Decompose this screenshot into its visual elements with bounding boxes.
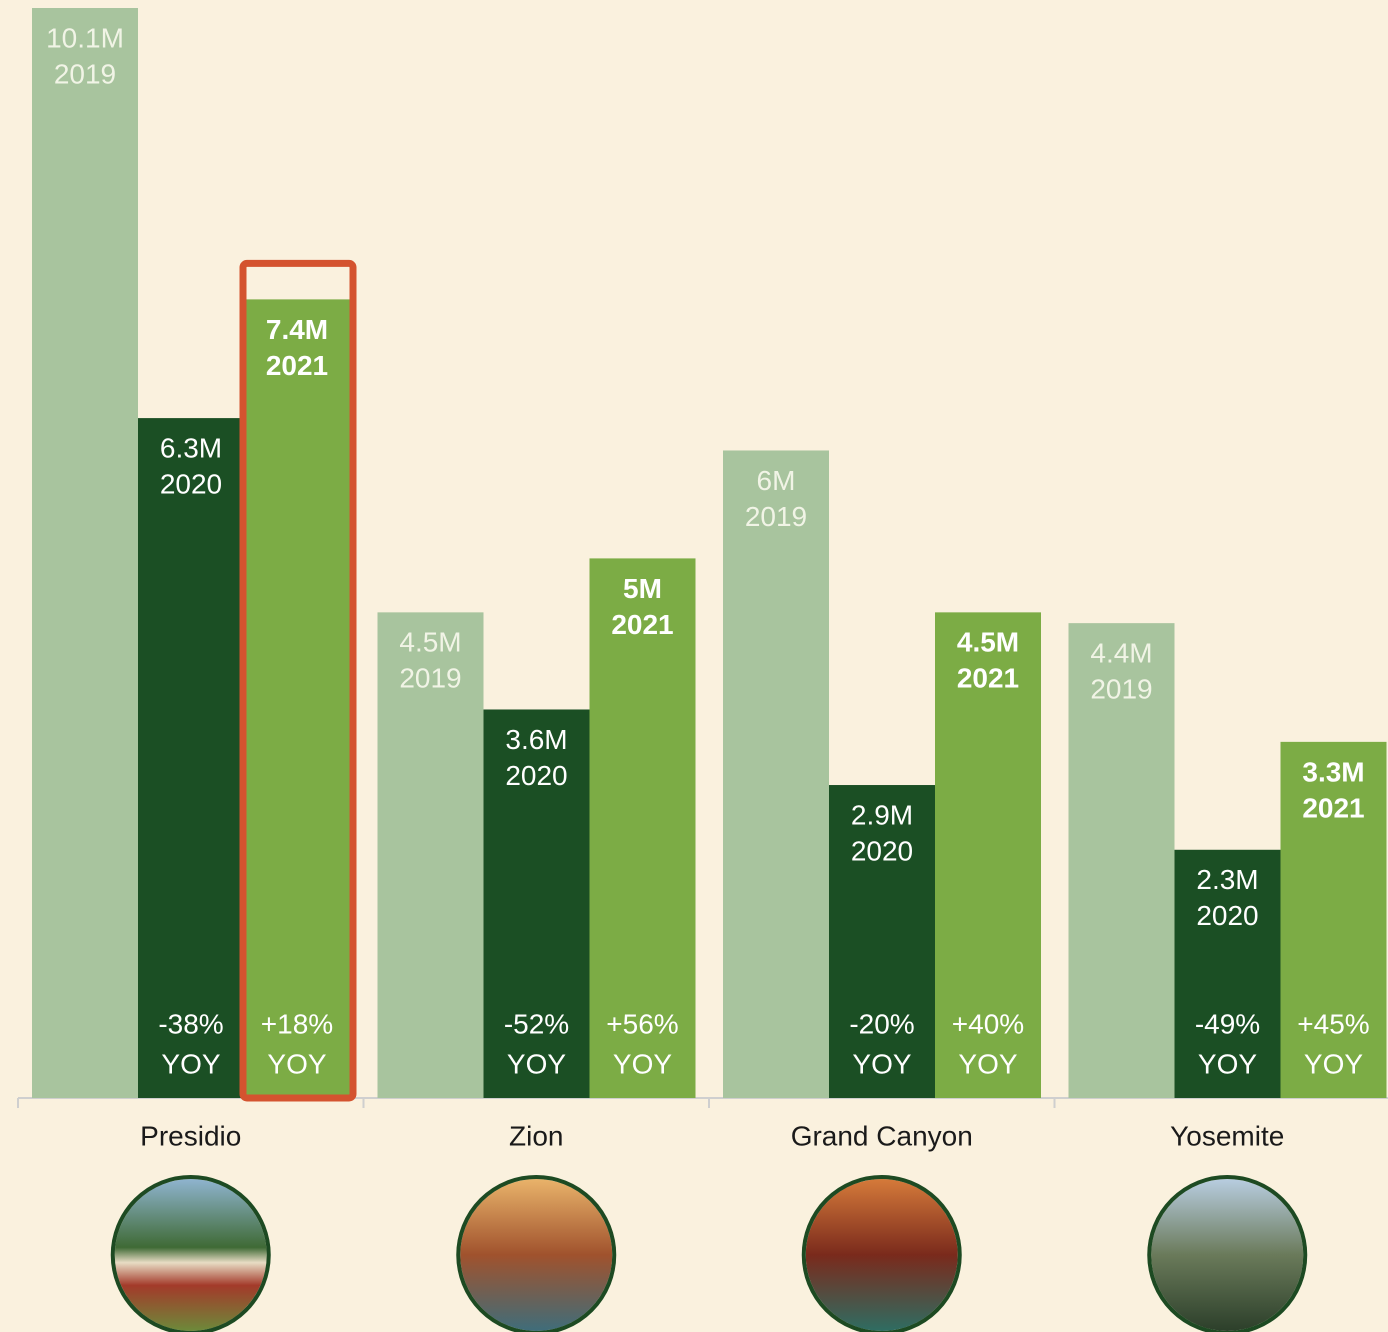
bar [935,612,1041,1098]
series-label: 2020 [160,468,222,499]
x-tick-label: Yosemite [1170,1120,1284,1151]
bar [32,8,138,1098]
yoy-text: YOY [161,1048,220,1079]
x-tick-label: Grand Canyon [791,1120,973,1151]
bar [377,612,484,1098]
series-label: 2020 [1196,900,1258,931]
yoy-label: -20% [849,1008,914,1039]
yoy-label: -38% [158,1008,223,1039]
photo-fill [460,1179,613,1331]
yoy-label: +18% [261,1008,333,1039]
yoy-text: YOY [1304,1048,1363,1079]
value-label: 4.5M [399,627,461,658]
yoy-text: YOY [267,1048,326,1079]
series-label: 2021 [957,663,1019,694]
photo-ring [1147,1175,1308,1332]
series-label: 2020 [505,760,567,791]
series-label: 2021 [266,350,328,381]
value-label: 3.6M [505,724,567,755]
yoy-text: YOY [613,1048,672,1079]
series-label: 2019 [54,58,116,89]
park-photo [110,1175,271,1332]
value-label: 5M [623,573,662,604]
highlight-outline [239,259,357,1102]
photo-fill [805,1179,958,1331]
value-label: 2.3M [1196,864,1258,895]
bar [829,785,935,1098]
yoy-label: -49% [1195,1008,1260,1039]
bar [138,418,244,1098]
series-label: 2020 [851,835,913,866]
bar [589,558,696,1098]
value-label: 10.1M [46,22,124,53]
x-tick-label: Zion [509,1120,563,1151]
bar [244,299,350,1099]
bar [483,709,590,1098]
photo-ring [110,1175,271,1332]
photo-ring [801,1175,962,1332]
series-label: 2019 [1090,674,1152,705]
value-label: 4.5M [957,627,1019,658]
yoy-label: +45% [1297,1008,1369,1039]
value-label: 3.3M [1302,756,1364,787]
value-label: 6M [757,465,796,496]
value-label: 4.4M [1090,638,1152,669]
photo-fill [1151,1179,1304,1331]
bar [1280,741,1387,1098]
bar [1068,623,1175,1098]
bar [723,450,829,1099]
value-label: 6.3M [160,432,222,463]
yoy-text: YOY [507,1048,566,1079]
value-label: 7.4M [266,314,328,345]
yoy-text: YOY [958,1048,1017,1079]
series-label: 2021 [611,609,673,640]
bar [1174,849,1281,1098]
park-photo [1147,1175,1308,1332]
series-label: 2021 [1302,792,1364,823]
series-label: 2019 [745,501,807,532]
series-label: 2019 [399,663,461,694]
yoy-label: -52% [504,1008,569,1039]
x-tick-label: Presidio [140,1120,241,1151]
yoy-label: +56% [606,1008,678,1039]
value-label: 2.9M [851,799,913,830]
yoy-text: YOY [852,1048,911,1079]
photo-ring [456,1175,617,1332]
yoy-label: +40% [952,1008,1024,1039]
yoy-text: YOY [1198,1048,1257,1079]
park-photo [456,1175,617,1332]
photo-fill [114,1179,267,1331]
park-photo [801,1175,962,1332]
